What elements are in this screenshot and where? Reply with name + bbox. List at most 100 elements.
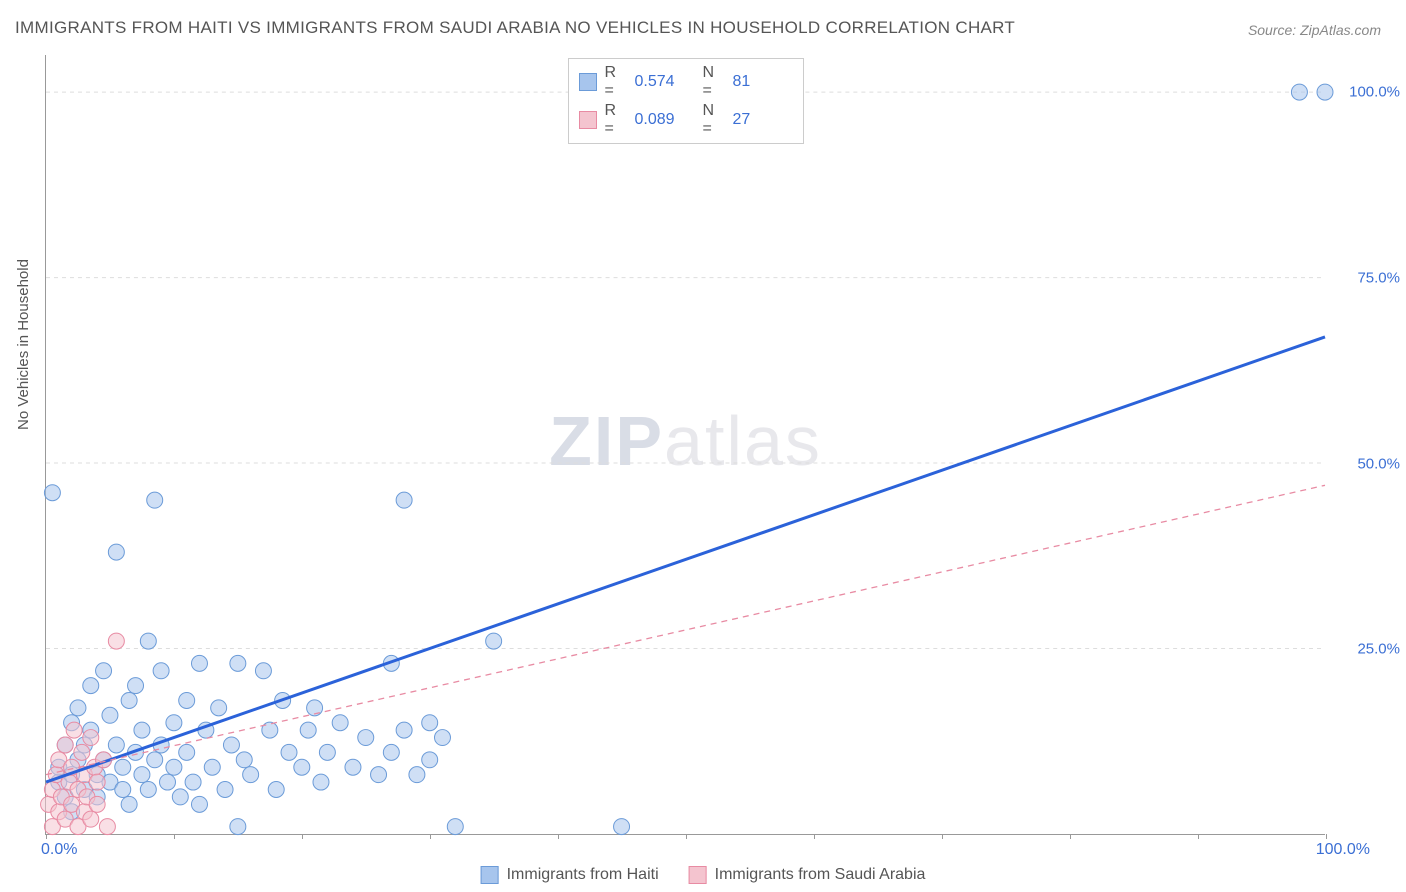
y-tick-label: 50.0%: [1357, 455, 1400, 472]
data-point: [409, 767, 425, 783]
data-point: [96, 663, 112, 679]
data-point: [345, 759, 361, 775]
source-label: Source: ZipAtlas.com: [1248, 22, 1381, 38]
data-point: [74, 744, 90, 760]
n-value-haiti: 81: [733, 73, 793, 91]
data-point: [223, 737, 239, 753]
trend-line: [46, 337, 1325, 782]
data-point: [300, 722, 316, 738]
data-point: [313, 774, 329, 790]
data-point: [319, 744, 335, 760]
y-tick-label: 25.0%: [1357, 641, 1400, 658]
data-point: [294, 759, 310, 775]
data-point: [108, 633, 124, 649]
data-point: [243, 767, 259, 783]
n-label: N =: [703, 102, 725, 138]
legend-top-row-haiti: R = 0.574 N = 81: [579, 63, 793, 101]
y-axis-label: No Vehicles in Household: [15, 259, 32, 430]
legend-label-haiti: Immigrants from Haiti: [507, 866, 659, 884]
data-point: [447, 819, 463, 835]
data-point: [83, 730, 99, 746]
r-label: R =: [605, 64, 627, 100]
data-point: [396, 722, 412, 738]
data-point: [108, 544, 124, 560]
data-point: [262, 722, 278, 738]
data-point: [422, 752, 438, 768]
legend-label-saudi: Immigrants from Saudi Arabia: [715, 866, 926, 884]
data-point: [236, 752, 252, 768]
data-point: [179, 692, 195, 708]
data-point: [332, 715, 348, 731]
x-tick-mark: [174, 834, 175, 839]
data-point: [422, 715, 438, 731]
data-point: [179, 744, 195, 760]
data-point: [371, 767, 387, 783]
data-point: [121, 692, 137, 708]
r-value-saudi: 0.089: [635, 111, 695, 129]
data-point: [230, 655, 246, 671]
data-point: [204, 759, 220, 775]
x-tick-mark: [814, 834, 815, 839]
data-point: [115, 759, 131, 775]
legend-bottom: Immigrants from Haiti Immigrants from Sa…: [481, 866, 926, 884]
x-tick-mark: [942, 834, 943, 839]
data-point: [134, 722, 150, 738]
x-tick-mark: [1198, 834, 1199, 839]
n-label: N =: [703, 64, 725, 100]
data-point: [358, 730, 374, 746]
data-point: [147, 752, 163, 768]
data-point: [70, 700, 86, 716]
x-tick-mark: [302, 834, 303, 839]
data-point: [185, 774, 201, 790]
x-tick-mark: [1326, 834, 1327, 839]
chart-title: IMMIGRANTS FROM HAITI VS IMMIGRANTS FROM…: [15, 18, 1015, 38]
data-point: [153, 663, 169, 679]
data-point: [121, 796, 137, 812]
data-point: [191, 655, 207, 671]
x-tick-min: 0.0%: [41, 841, 77, 859]
data-point: [160, 774, 176, 790]
data-point: [1317, 84, 1333, 100]
r-label: R =: [605, 102, 627, 138]
x-tick-mark: [1070, 834, 1071, 839]
legend-top-row-saudi: R = 0.089 N = 27: [579, 101, 793, 139]
trend-line: [46, 485, 1325, 774]
data-point: [140, 781, 156, 797]
data-point: [166, 759, 182, 775]
swatch-haiti: [579, 73, 597, 91]
data-point: [99, 819, 115, 835]
swatch-haiti-icon: [481, 866, 499, 884]
chart-svg: [46, 55, 1325, 834]
x-tick-mark: [46, 834, 47, 839]
data-point: [211, 700, 227, 716]
y-tick-label: 75.0%: [1357, 269, 1400, 286]
data-point: [128, 678, 144, 694]
data-point: [191, 796, 207, 812]
legend-item-saudi: Immigrants from Saudi Arabia: [689, 866, 926, 884]
data-point: [108, 737, 124, 753]
data-point: [486, 633, 502, 649]
data-point: [57, 737, 73, 753]
legend-top: R = 0.574 N = 81 R = 0.089 N = 27: [568, 58, 804, 144]
data-point: [134, 767, 150, 783]
data-point: [434, 730, 450, 746]
data-point: [383, 744, 399, 760]
x-tick-mark: [686, 834, 687, 839]
data-point: [1291, 84, 1307, 100]
data-point: [166, 715, 182, 731]
data-point: [83, 811, 99, 827]
data-point: [66, 722, 82, 738]
n-value-saudi: 27: [733, 111, 793, 129]
data-point: [115, 781, 131, 797]
data-point: [89, 796, 105, 812]
data-point: [172, 789, 188, 805]
data-point: [44, 485, 60, 501]
x-tick-max: 100.0%: [1316, 841, 1370, 859]
legend-item-haiti: Immigrants from Haiti: [481, 866, 659, 884]
plot-area: ZIPatlas R = 0.574 N = 81 R = 0.089 N = …: [45, 55, 1325, 835]
data-point: [83, 678, 99, 694]
x-tick-mark: [558, 834, 559, 839]
swatch-saudi-icon: [689, 866, 707, 884]
data-point: [396, 492, 412, 508]
data-point: [268, 781, 284, 797]
